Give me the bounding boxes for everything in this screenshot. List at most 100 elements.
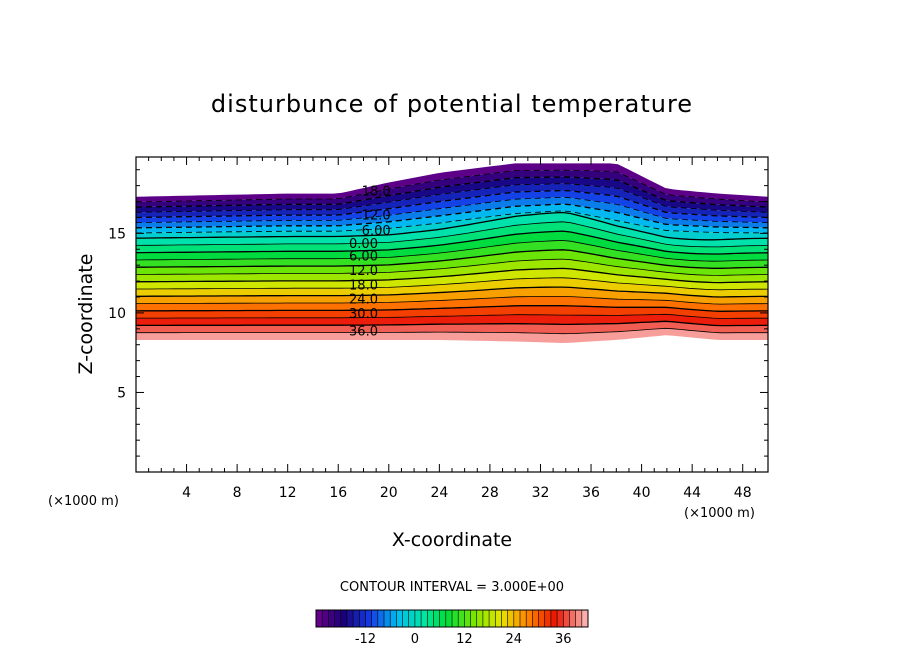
contour-band <box>136 268 768 290</box>
colorbar-swatch <box>322 610 329 627</box>
colorbar-swatch <box>464 610 471 627</box>
colorbar-tick-label: 36 <box>555 632 572 647</box>
contour-band <box>136 328 768 343</box>
colorbar-swatch <box>557 610 564 627</box>
x-tick-label: 4 <box>182 485 191 501</box>
y-tick-label: 10 <box>108 306 126 322</box>
colorbar-swatch <box>445 610 453 627</box>
colorbar-swatch <box>526 610 533 627</box>
contour-band <box>136 249 768 276</box>
colorbar-swatch <box>408 610 416 627</box>
contour-band <box>136 221 768 254</box>
contour-band <box>136 314 768 326</box>
colorbar-swatch <box>513 610 521 627</box>
contour-band <box>136 321 768 334</box>
contour-label: 30.0 <box>349 307 378 322</box>
contour-line <box>136 203 768 229</box>
contour-band <box>136 296 768 312</box>
contour-line <box>136 183 768 213</box>
contour-label: 12.0 <box>362 208 391 223</box>
contour-interval-text: CONTOUR INTERVAL = 3.000E+00 <box>340 580 564 595</box>
colorbar-swatch <box>371 610 379 627</box>
colorbar-swatch <box>346 610 354 627</box>
colorbar-swatch <box>581 610 589 627</box>
x-tick-label: 24 <box>430 485 448 501</box>
colorbar-ticks: -12 0 12 24 36 <box>355 632 572 647</box>
colorbar-swatch <box>452 610 459 627</box>
contour-line <box>136 169 768 203</box>
colorbar-swatch <box>340 610 348 627</box>
colorbar <box>315 609 589 628</box>
contour-line <box>136 258 768 276</box>
y-tick-label: 5 <box>117 385 126 401</box>
contour-band <box>136 210 768 240</box>
contour-line <box>136 176 768 208</box>
colorbar-swatch <box>365 610 372 627</box>
contour-line <box>136 249 768 269</box>
y-axis: 5 10 15 <box>108 169 768 457</box>
colorbar-swatch <box>507 610 515 627</box>
colorbar-swatch <box>359 610 366 627</box>
colorbar-swatch <box>384 610 391 627</box>
contour-line <box>136 210 768 234</box>
colorbar-tick-label: 12 <box>456 632 473 647</box>
colorbar-swatch <box>402 610 410 627</box>
colorbar-swatch <box>414 610 422 627</box>
colorbar-swatch <box>538 610 546 627</box>
colorbar-swatch <box>396 610 403 627</box>
contour-band <box>136 240 768 269</box>
contour-label: 12.0 <box>349 264 378 279</box>
colorbar-swatch <box>334 610 342 627</box>
x-tick-label: 28 <box>481 485 499 501</box>
colorbar-swatch <box>501 610 508 627</box>
colorbar-swatch <box>476 610 484 627</box>
contour-band <box>136 287 768 305</box>
colorbar-swatch <box>390 610 397 627</box>
x-tick-label: 48 <box>734 485 752 501</box>
y-tick-label: 15 <box>108 226 126 242</box>
colorbar-swatch <box>550 610 558 627</box>
contour-label: 6.00 <box>362 224 391 239</box>
x-axis: 4 8 12 16 20 24 28 32 36 40 44 48 <box>148 157 756 501</box>
chart-title: disturbunce of potential temperature <box>211 90 693 118</box>
contour-line <box>136 286 768 298</box>
colorbar-frame <box>315 609 589 628</box>
contour-label: 0.00 <box>349 237 378 252</box>
contour-line <box>136 240 768 262</box>
colorbar-swatch <box>470 610 478 627</box>
contour-label: 18.0 <box>349 278 378 293</box>
x-tick-label: 36 <box>582 485 600 501</box>
contour-line <box>136 196 768 223</box>
colorbar-swatch <box>563 610 570 627</box>
contour-line <box>136 305 768 312</box>
contour-line <box>136 189 768 219</box>
colorbar-swatch <box>421 610 428 627</box>
colorbar-swatch <box>489 610 496 627</box>
colorbar-swatch <box>433 610 440 627</box>
colorbar-swatch <box>495 610 502 627</box>
colorbar-swatch <box>353 610 360 627</box>
y-axis-label: Z-coordinate <box>75 254 97 375</box>
x-tick-label: 44 <box>683 485 701 501</box>
contour-line <box>136 296 768 305</box>
contour-line <box>136 313 768 319</box>
contour-band <box>136 176 768 213</box>
colorbar-tick-label: 0 <box>411 632 419 647</box>
contour-band <box>136 163 768 202</box>
x-tick-label: 8 <box>233 485 242 501</box>
contour-band <box>136 197 768 228</box>
x-tick-label: 16 <box>329 485 347 501</box>
colorbar-swatch <box>316 610 323 627</box>
contour-lines <box>136 169 768 335</box>
x-axis-label: X-coordinate <box>392 529 512 551</box>
contour-band <box>136 212 768 247</box>
contour-line <box>136 230 768 255</box>
contour-label: 6.00 <box>349 250 378 265</box>
contour-band <box>136 190 768 223</box>
colorbar-tick-label: 24 <box>506 632 523 647</box>
x-tick-label: 32 <box>532 485 550 501</box>
x-tick-label: 12 <box>279 485 297 501</box>
colorbar-swatch <box>544 610 552 627</box>
contour-label: 18.0 <box>362 184 391 199</box>
